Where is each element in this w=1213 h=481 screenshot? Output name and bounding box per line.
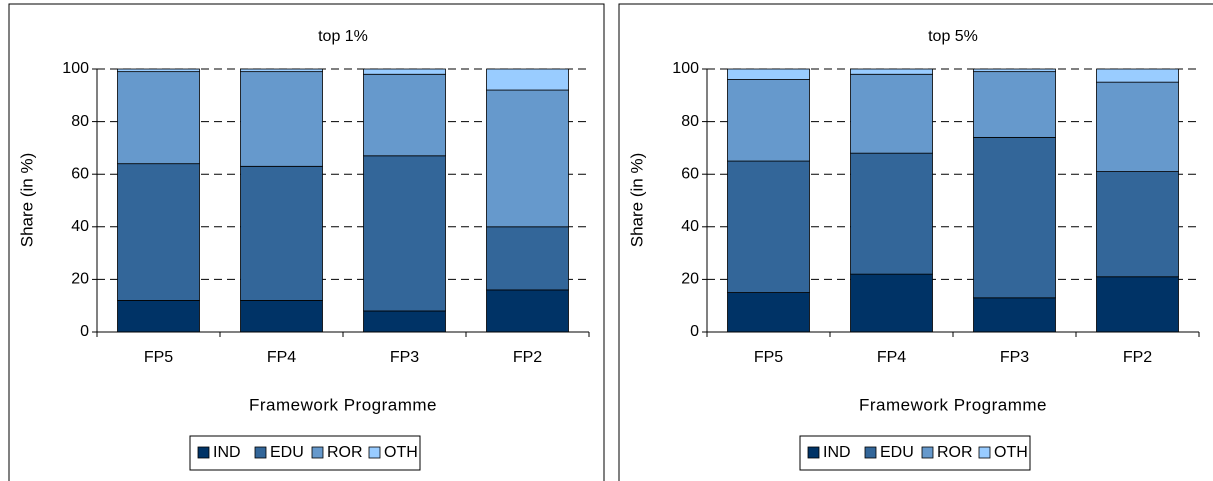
- x-tick-label: FP5: [144, 349, 173, 366]
- x-tick-label: FP3: [1000, 349, 1029, 366]
- legend-swatch: [311, 446, 324, 459]
- legend-swatch: [197, 446, 210, 459]
- bar-segment: [1096, 171, 1179, 278]
- x-axis-label: Framework Programme: [249, 395, 437, 414]
- legend-swatch: [864, 446, 877, 459]
- y-tick-label: 60: [71, 165, 89, 182]
- bar-segment: [850, 152, 933, 275]
- y-tick-label: 0: [690, 323, 699, 340]
- bar-segment: [850, 68, 933, 75]
- bar-segment: [973, 71, 1056, 138]
- x-axis-label: Framework Programme: [859, 395, 1047, 414]
- bar-segment: [850, 73, 933, 154]
- x-tick-label: FP4: [267, 349, 296, 366]
- y-tick-label: 80: [71, 113, 89, 130]
- bar-segment: [117, 68, 200, 73]
- bar-segment: [363, 73, 446, 157]
- y-axis-label: Share (in %): [627, 153, 646, 247]
- legend-label: IND: [823, 444, 851, 461]
- chart-title: top 5%: [928, 28, 978, 45]
- bar-segment: [117, 71, 200, 165]
- legend-label: EDU: [270, 444, 304, 461]
- bar-segment: [486, 68, 569, 91]
- legend-label: EDU: [880, 444, 914, 461]
- bar-segment: [486, 226, 569, 291]
- bar-segment: [850, 273, 933, 333]
- legend-label: OTH: [384, 444, 418, 461]
- legend-swatch: [368, 446, 381, 459]
- x-tick-label: FP2: [1123, 349, 1152, 366]
- legend-label: ROR: [937, 444, 973, 461]
- y-tick-label: 20: [71, 271, 89, 288]
- y-tick-label: 0: [80, 323, 89, 340]
- legend-box: [189, 435, 421, 471]
- y-axis-label: Share (in %): [17, 153, 36, 247]
- y-tick-label: 40: [71, 218, 89, 235]
- x-tick-label: FP5: [754, 349, 783, 366]
- bar-segment: [117, 300, 200, 333]
- legend-label: OTH: [994, 444, 1028, 461]
- bar-segment: [363, 155, 446, 312]
- bar-segment: [727, 292, 810, 333]
- bar-segment: [486, 89, 569, 228]
- bar-segment: [727, 160, 810, 293]
- y-tick-label: 100: [672, 60, 699, 77]
- bar-segment: [240, 68, 323, 73]
- y-tick-label: 40: [681, 218, 699, 235]
- bar-segment: [240, 165, 323, 301]
- y-tick-label: 100: [62, 60, 89, 77]
- legend-swatch: [978, 446, 991, 459]
- chart-title: top 1%: [318, 28, 368, 45]
- legend-swatch: [807, 446, 820, 459]
- bar-segment: [973, 68, 1056, 73]
- bar-segment: [727, 68, 810, 80]
- x-tick-label: FP2: [513, 349, 542, 366]
- y-tick-label: 60: [681, 165, 699, 182]
- bar-segment: [727, 79, 810, 162]
- x-tick-label: FP4: [877, 349, 906, 366]
- bar-segment: [486, 289, 569, 333]
- bar-segment: [240, 71, 323, 167]
- y-tick-label: 20: [681, 271, 699, 288]
- y-tick-label: 80: [681, 113, 699, 130]
- legend-swatch: [921, 446, 934, 459]
- panel-border: [618, 3, 1213, 481]
- x-tick-label: FP3: [390, 349, 419, 366]
- legend-box: [799, 435, 1031, 471]
- bar-segment: [973, 136, 1056, 299]
- bar-segment: [1096, 68, 1179, 83]
- bar-segment: [240, 300, 323, 333]
- legend-label: IND: [213, 444, 241, 461]
- bar-segment: [363, 310, 446, 333]
- legend-swatch: [254, 446, 267, 459]
- bar-segment: [1096, 81, 1179, 172]
- panel-border: [8, 3, 605, 481]
- legend-label: ROR: [327, 444, 363, 461]
- bar-segment: [973, 297, 1056, 333]
- bar-segment: [117, 163, 200, 301]
- bar-segment: [1096, 276, 1179, 333]
- bar-segment: [363, 68, 446, 75]
